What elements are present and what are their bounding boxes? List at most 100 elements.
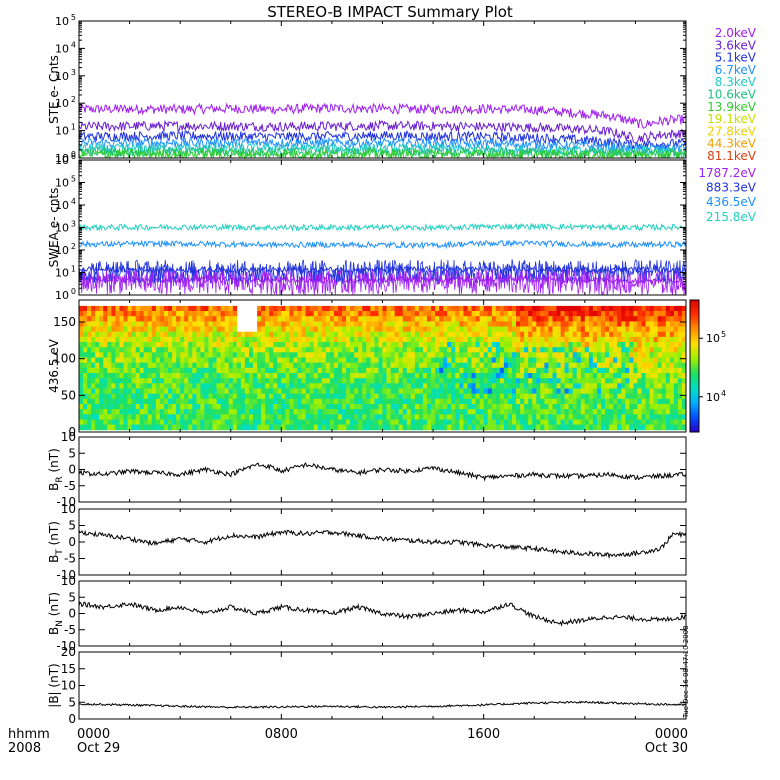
bt-y-tick-label: 0 [68,535,76,549]
br-y-tick-label: -10 [56,495,76,509]
bn-y-tick-label: 10 [61,574,76,588]
ste-y-tick-exponent: 2 [71,95,76,104]
ste-legend-item: 27.8keV [707,124,757,138]
ste-y-tick-exponent: 0 [71,150,76,159]
x-tick-label: 0000 [655,727,688,742]
swea-y-tick-exponent: 1 [71,265,76,274]
ste-legend-item: 81.1keV [707,149,757,163]
ste-y-tick-exponent: 1 [71,123,76,132]
bt-y-label: BT (nT) [47,521,65,563]
pad-colorbar-tick-exponent: 5 [721,330,726,339]
swea-y-tick-label: 10 [55,267,69,280]
ste-y-tick-label: 10 [55,152,69,165]
panel-br: -10 -5 0 5 10 BR (nT) [47,430,687,509]
x-tick-label: 0000 [77,727,110,742]
bn-y-tick-label: -5 [64,623,76,637]
ste-legend-item: 8.3keV [715,75,757,89]
ste-series-2.0keV [78,102,687,129]
swea-y-tick-label: 10 [55,199,69,212]
bmag-y-tick-label: 0 [68,712,76,726]
ste-y-tick-label: 10 [55,97,69,110]
bt-y-tick-label: -5 [64,552,76,566]
br-y-tick-label: 0 [68,463,76,477]
bt-y-tick-label: 10 [61,502,76,516]
pad-colorbar-frame [689,299,700,433]
ste-y-tick-label: 10 [55,70,69,83]
x-tick-date: Oct 29 [77,741,120,756]
bn-frame [78,580,687,647]
ste-y-label: STE e- Cnts [47,55,61,124]
pad-spectrogram [79,305,687,431]
panel-bt: -10 -5 0 5 10 BT (nT) [47,502,687,582]
ste-y-tick-exponent: 5 [71,13,76,22]
bt-y-tick-label: 5 [68,519,76,533]
ste-y-tick-label: 10 [55,15,69,28]
swea-y-tick-exponent: 4 [71,197,76,206]
ste-y-tick-exponent: 3 [71,68,76,77]
swea-y-label: SWEA e- cnts [47,188,61,268]
panel-bn: -10 -5 0 5 10 BN (nT) [47,574,687,653]
swea-legend-item: 436.5eV [706,195,757,209]
bn-y-tick-label: -10 [56,639,76,653]
bmag-y-tick-label: 5 [68,695,76,709]
ste-y-tick-label: 10 [55,125,69,138]
bmag-y-tick-label: 15 [61,662,76,676]
bt-frame [78,508,687,576]
bmag-series-B [78,700,687,709]
pad-y-tick-label: 0 [68,425,76,439]
timestamp-stamp: Tue Dec 16 08:47:10 2008 [682,625,690,719]
x-tick-label: 0800 [265,727,298,742]
swea-y-tick-label: 10 [55,289,69,302]
x-row-label-hhmm: hhmm [8,727,50,742]
ste-legend-item: 19.1keV [707,112,757,126]
swea-series-noise-883.3eV [78,259,687,286]
ste-legend-item: 44.3keV [707,137,757,151]
bn-y-tick-label: 0 [68,607,76,621]
br-series-BR [78,462,687,482]
bmag-y-tick-label: 10 [61,679,76,693]
br-y-label: BR (nT) [47,448,65,491]
swea-y-tick-exponent: 0 [71,287,76,296]
ste-legend-item: 6.7keV [715,63,757,77]
pad-y-tick-label: 50 [61,388,76,402]
ste-legend-item: 2.0keV [715,26,757,40]
ste-y-tick-label: 10 [55,42,69,55]
swea-y-tick-label: 10 [55,177,69,190]
ste-series-5.1keV [78,129,687,152]
swea-y-tick-exponent: 5 [71,175,76,184]
swea-y-tick-exponent: 2 [71,242,76,251]
plot-title: STEREO-B IMPACT Summary Plot [267,3,513,21]
x-tick-label: 1600 [467,727,500,742]
br-y-tick-label: 10 [61,430,76,444]
pad-colorbar-tick-label: 10 [706,391,720,404]
swea-y-tick-label: 10 [55,244,69,257]
x-row-label-year: 2008 [8,741,41,756]
swea-y-tick-exponent: 3 [71,220,76,229]
ste-y-tick-exponent: 4 [71,40,76,49]
swea-series-noise-1787.2eV [78,269,687,296]
ste-legend-item: 10.6keV [707,88,757,102]
ste-legend-item: 3.6keV [715,38,757,52]
bn-y-label: BN (nT) [47,592,65,635]
pad-y-tick-label: 150 [53,315,76,329]
ste-series-6.7keV [78,136,687,153]
bn-y-tick-label: 5 [68,590,76,604]
pad-colorbar-tick-exponent: 4 [721,389,726,398]
bmag-y-label: |B| (nT) [47,663,61,707]
br-y-tick-label: 5 [68,446,76,460]
ste-series-3.6keV [78,119,687,144]
ste-legend-item: 13.9keV [707,100,757,114]
panel-bmag: 0 5 10 15 20|B| (nT) [47,645,687,726]
ste-legend-item: 5.1keV [715,51,757,65]
br-y-tick-label: -5 [64,479,76,493]
pad-colorbar-tick-label: 10 [706,332,720,345]
x-tick-date: Oct 30 [645,741,688,756]
br-frame [78,436,687,503]
